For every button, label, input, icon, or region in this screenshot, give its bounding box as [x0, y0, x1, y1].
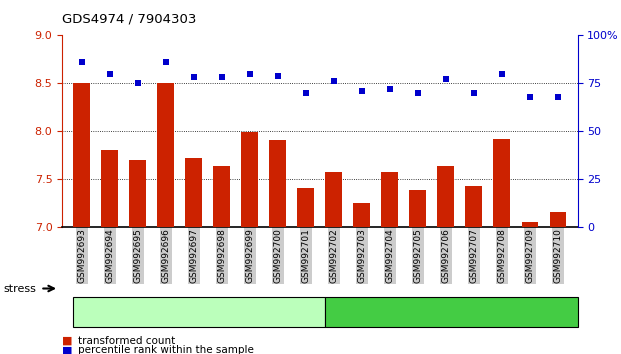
Bar	[270, 139, 286, 227]
Text: transformed count: transformed count	[78, 336, 175, 346]
Point	[329, 79, 339, 84]
Point	[301, 90, 310, 96]
Point	[497, 71, 507, 76]
Bar	[157, 83, 174, 227]
Point	[273, 73, 283, 78]
Point	[525, 94, 535, 99]
Bar	[353, 203, 370, 227]
Text: GDS4974 / 7904303: GDS4974 / 7904303	[62, 12, 196, 25]
Text: high nickel exposure: high nickel exposure	[394, 307, 509, 318]
Bar	[550, 212, 566, 227]
Point	[385, 86, 395, 92]
Bar	[522, 222, 538, 227]
Bar	[129, 160, 146, 227]
Bar	[437, 166, 455, 227]
Text: ■: ■	[62, 346, 73, 354]
Bar	[214, 166, 230, 227]
Bar	[325, 172, 342, 227]
Bar	[101, 150, 118, 227]
Point	[553, 94, 563, 99]
Bar	[494, 139, 510, 227]
Text: percentile rank within the sample: percentile rank within the sample	[78, 346, 253, 354]
Point	[413, 90, 423, 96]
Bar	[381, 172, 398, 227]
Point	[217, 75, 227, 80]
Bar	[185, 158, 202, 227]
Bar	[73, 83, 90, 227]
Point	[133, 80, 143, 86]
Point	[105, 71, 115, 76]
Bar	[409, 190, 426, 227]
Text: stress: stress	[3, 284, 36, 293]
Bar	[242, 132, 258, 227]
Point	[245, 71, 255, 76]
Text: ■: ■	[62, 336, 73, 346]
Point	[441, 76, 451, 82]
Point	[77, 59, 87, 65]
Point	[189, 75, 199, 80]
Bar	[466, 187, 483, 227]
Point	[357, 88, 367, 94]
Point	[161, 59, 171, 65]
Text: low nickel exposure: low nickel exposure	[145, 307, 254, 318]
Bar	[297, 188, 314, 227]
Point	[469, 90, 479, 96]
